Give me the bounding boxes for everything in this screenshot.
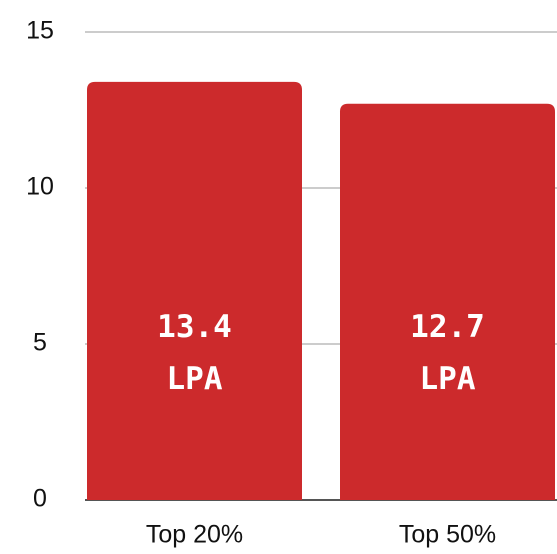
y-tick-label: 0 xyxy=(33,485,47,513)
bar xyxy=(340,103,555,500)
x-tick-label: Top 50% xyxy=(399,521,496,549)
y-tick-label: 10 xyxy=(26,173,54,201)
value-label: 12.7 LPA xyxy=(410,309,485,397)
bar xyxy=(87,81,302,501)
y-tick-label: 15 xyxy=(26,17,54,45)
y-tick-label: 5 xyxy=(33,329,47,357)
value-label: 13.4 LPA xyxy=(157,309,232,397)
x-tick-label: Top 20% xyxy=(146,521,243,549)
